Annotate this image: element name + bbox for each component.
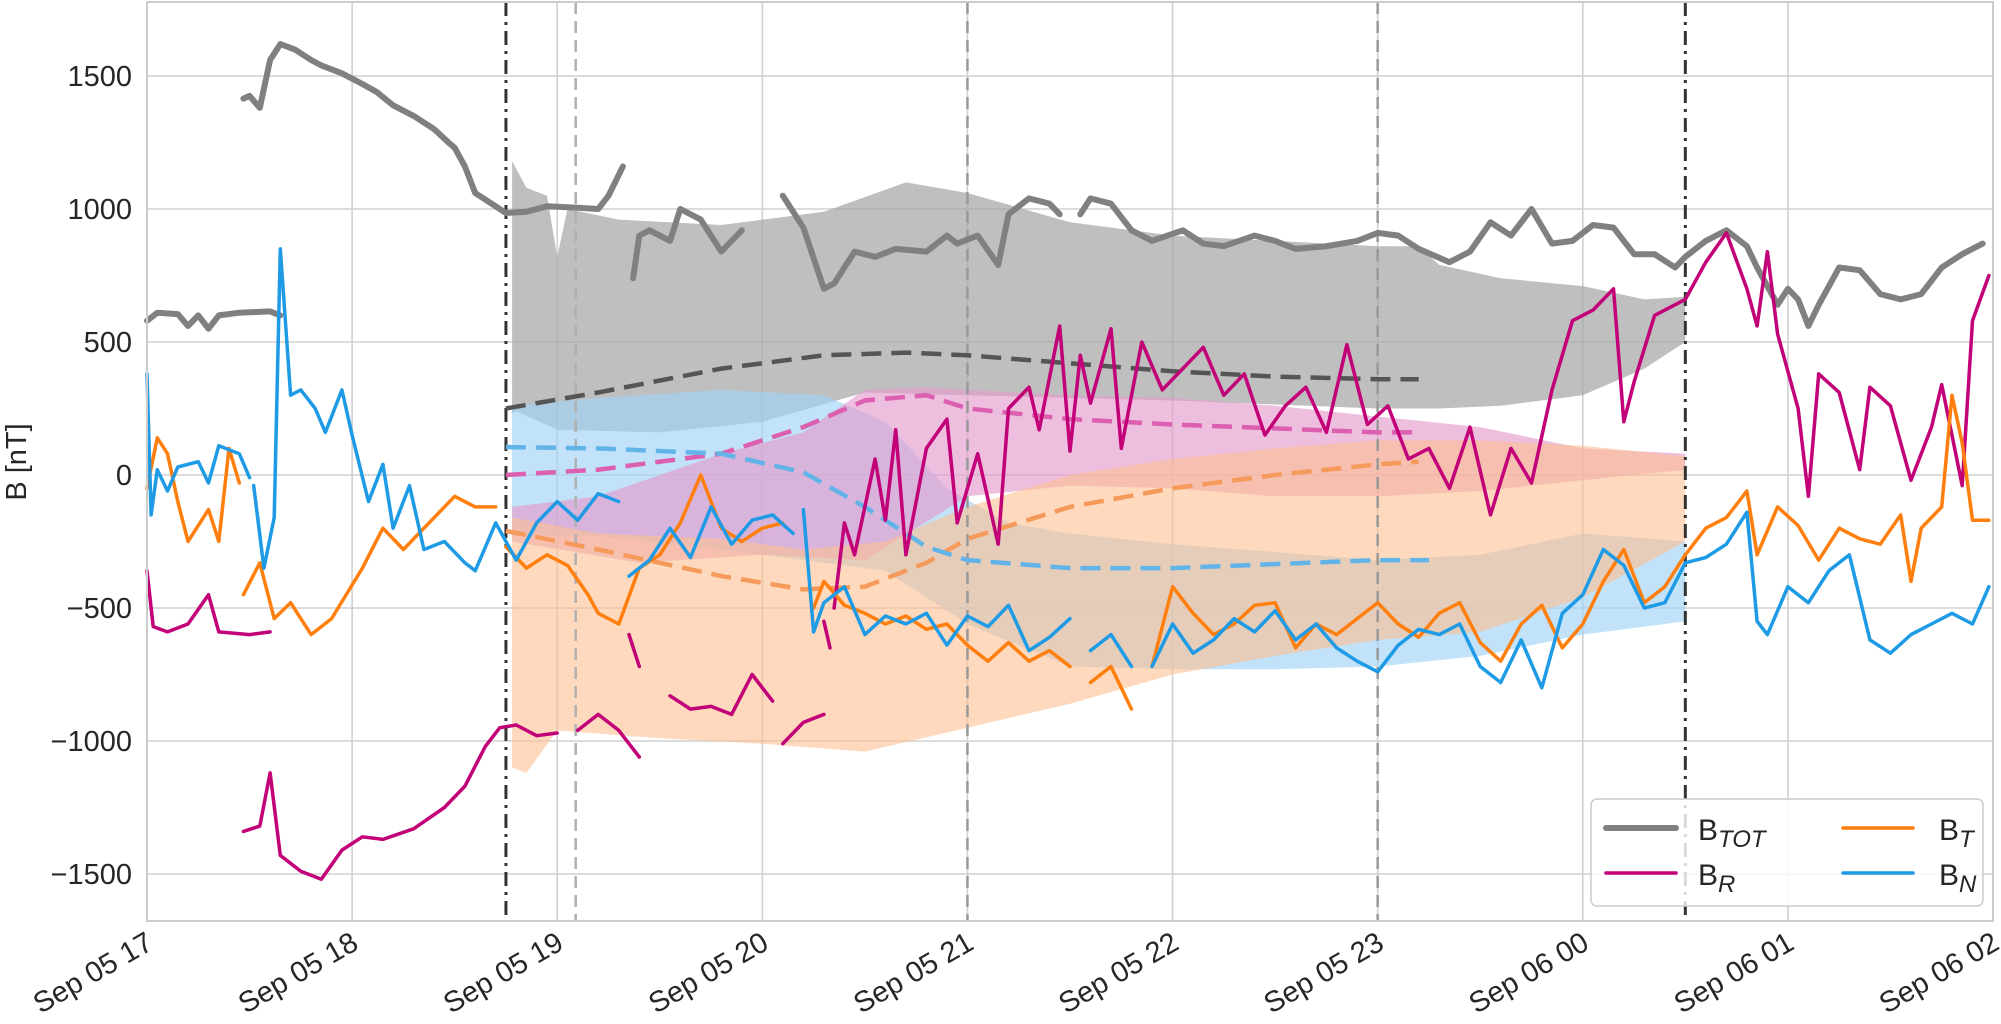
data-series [144,41,1991,882]
legend-item-bn: BN [1841,859,1977,898]
x-tick-label: Sep 05 19 [438,926,569,1019]
model-mean-line [505,350,1419,411]
series-segment [575,712,642,759]
y-axis-label: B [nT] [1,423,33,500]
legend-label: BR [1698,859,1735,898]
x-axis-ticks: Sep 05 17 Sep 05 18 Sep 05 19 Sep 05 20 Sep … [28,926,2001,1020]
y-axis-ticks: −1500 −1000 −500 0 500 1000 1500 [51,61,132,891]
x-tick-label: Sep 05 18 [233,926,364,1019]
series-segment [781,712,826,746]
series-segment [241,723,559,882]
x-tick-label: Sep 05 20 [643,926,774,1019]
series-b-tot [144,41,1986,332]
y-tick-label: 1000 [67,194,132,226]
legend: BTOT BR BT BN [1590,798,1984,907]
vertical-markers [504,2,1687,921]
series-b-n [145,247,1991,690]
y-tick-label: −1000 [51,726,132,758]
series-segment [241,494,498,637]
series-segment [801,507,1072,653]
series-segment [240,41,626,216]
y-tick-label: −500 [67,593,132,625]
model-mean-line [505,392,1419,478]
plot-frame [146,1,1994,922]
series-segment [1088,664,1134,711]
model-mean-line [505,444,1429,571]
series-segment [630,206,745,282]
legend-box [1590,798,1984,907]
legend-label: BT [1939,814,1976,853]
uncertainty-bands [512,161,1686,773]
y-tick-label: 1500 [67,61,132,93]
legend-label: BN [1939,859,1977,898]
legend-item-btot: BTOT [1603,814,1768,853]
series-segment [627,632,642,669]
series-segment [144,308,284,332]
series-segment [145,569,272,637]
series-segment [1088,632,1134,669]
series-segment [627,505,795,578]
legend-item-bt: BT [1841,814,1976,853]
series-segment [822,619,832,650]
series-segment [145,372,252,517]
legend-item-br: BR [1604,859,1735,898]
series-segment [145,436,242,544]
series-segment [779,192,1063,292]
series-segment [1150,393,1991,669]
x-tick-label: Sep 06 01 [1669,926,1800,1019]
series-segment [668,672,775,717]
uncertainty-band [512,440,1686,773]
x-tick-label: Sep 05 22 [1054,926,1185,1019]
y-tick-label: 0 [116,460,132,492]
series-b-r [145,231,1991,882]
series-segment [251,247,621,573]
y-tick-label: −1500 [51,859,132,891]
y-tick-label: 500 [84,327,132,359]
series-segment [1077,195,1986,329]
series-segment [1150,510,1991,690]
model-mean-lines [505,350,1429,592]
x-tick-label: Sep 06 02 [1874,926,2001,1019]
x-tick-label: Sep 05 23 [1259,926,1390,1019]
x-tick-label: Sep 05 17 [28,926,159,1019]
series-segment [832,231,1991,610]
legend-label: BTOT [1698,814,1768,853]
x-tick-label: Sep 05 21 [848,926,979,1019]
model-mean-line [505,459,1419,592]
x-tick-label: Sep 06 00 [1464,926,1595,1019]
